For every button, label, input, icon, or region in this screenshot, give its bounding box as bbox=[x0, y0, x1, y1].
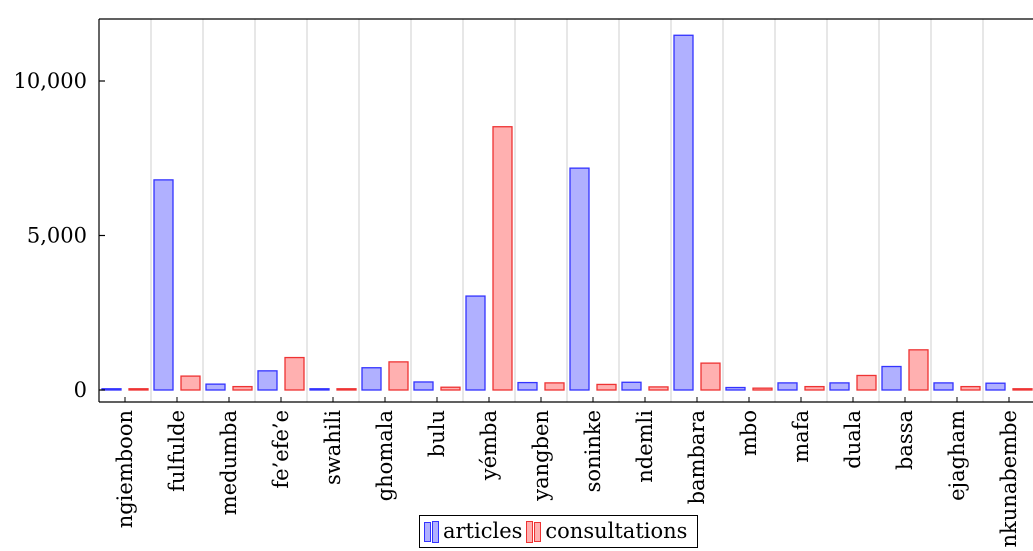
x-tick-label-6: bulu bbox=[425, 410, 449, 457]
bar-articles-17 bbox=[985, 382, 1006, 391]
bars bbox=[101, 34, 1033, 391]
x-tick-label-11: bambara bbox=[685, 410, 709, 504]
bar-articles-14 bbox=[829, 382, 850, 391]
bar-articles-9 bbox=[569, 167, 590, 391]
bar-consultations-6 bbox=[440, 386, 461, 391]
x-tick-label-12: mbo bbox=[737, 410, 761, 456]
bar-consultations-17 bbox=[1012, 388, 1033, 391]
bar-articles-1 bbox=[153, 179, 174, 391]
bar-consultations-13 bbox=[804, 385, 825, 391]
legend-item-consultations: consultations bbox=[526, 519, 688, 543]
x-tick-label-15: bassa bbox=[893, 410, 917, 470]
bar-consultations-4 bbox=[336, 388, 357, 391]
bar-articles-2 bbox=[205, 383, 226, 391]
x-tick-label-5: ghomala bbox=[373, 410, 397, 501]
bar-consultations-12 bbox=[752, 387, 773, 391]
bar-consultations-5 bbox=[388, 361, 409, 391]
bar-consultations-11 bbox=[700, 362, 721, 391]
y-tick-label: 5,000 bbox=[27, 224, 87, 248]
y-tick-labels: 0 5,000 10,000 bbox=[14, 69, 87, 402]
x-tick-label-14: duala bbox=[841, 410, 865, 469]
bar-consultations-1 bbox=[180, 375, 201, 391]
x-tick-label-8: yangben bbox=[529, 410, 553, 502]
bar-articles-11 bbox=[673, 34, 694, 391]
bar-consultations-0 bbox=[128, 388, 149, 391]
x-tick-label-0: ngiemboon bbox=[113, 410, 137, 528]
bar-articles-12 bbox=[725, 386, 746, 391]
grid-lines bbox=[98, 19, 984, 402]
bar-articles-16 bbox=[933, 382, 954, 391]
y-tick-label: 10,000 bbox=[14, 69, 87, 93]
x-tick-label-4: swahili bbox=[321, 410, 345, 485]
bar-consultations-2 bbox=[232, 385, 253, 391]
bar-consultations-10 bbox=[648, 386, 669, 391]
bar-articles-4 bbox=[309, 388, 330, 391]
x-tick-label-7: yémba bbox=[477, 410, 501, 481]
legend-swatch-consultations-a bbox=[526, 520, 534, 543]
bar-articles-0 bbox=[101, 388, 122, 391]
bar-articles-8 bbox=[517, 381, 538, 391]
bar-articles-7 bbox=[465, 295, 486, 391]
x-tick-label-16: ejagham bbox=[945, 410, 969, 501]
x-tick-labels: ngiemboon fulfulde medumba fe’efe’e swahili g… bbox=[113, 410, 1021, 548]
legend-swatch-articles-b bbox=[432, 520, 439, 543]
legend-label-articles: articles bbox=[443, 519, 523, 543]
x-tick-label-17: nkunabembe bbox=[997, 410, 1021, 547]
legend-item-articles: articles bbox=[424, 519, 523, 543]
bar-consultations-8 bbox=[544, 382, 565, 391]
bar-articles-6 bbox=[413, 381, 434, 391]
x-tick-label-2: medumba bbox=[217, 410, 241, 515]
bar-articles-15 bbox=[881, 365, 902, 391]
bar-articles-3 bbox=[257, 370, 278, 391]
bar-articles-10 bbox=[621, 381, 642, 391]
x-tick-label-10: ndemli bbox=[633, 410, 657, 483]
legend-swatch-consultations-b bbox=[534, 521, 542, 542]
x-tick-label-9: soninke bbox=[581, 410, 605, 492]
y-tick-label: 0 bbox=[74, 378, 87, 402]
axes bbox=[98, 18, 1033, 403]
chart-legend: articles consultations bbox=[419, 515, 699, 548]
bar-consultations-16 bbox=[960, 385, 981, 391]
bar-consultations-14 bbox=[856, 374, 877, 391]
bar-consultations-9 bbox=[596, 383, 617, 391]
bar-articles-13 bbox=[777, 382, 798, 391]
bar-consultations-7 bbox=[492, 126, 513, 391]
legend-label-consultations: consultations bbox=[545, 519, 688, 543]
legend-swatch-articles-a bbox=[424, 521, 431, 542]
x-tick-label-1: fulfulde bbox=[165, 410, 189, 492]
x-tick-label-3: fe’efe’e bbox=[269, 410, 293, 489]
bar-consultations-15 bbox=[908, 349, 929, 391]
bar-articles-5 bbox=[361, 367, 382, 391]
bar-consultations-3 bbox=[284, 356, 305, 391]
x-tick-label-13: mafa bbox=[789, 410, 813, 463]
